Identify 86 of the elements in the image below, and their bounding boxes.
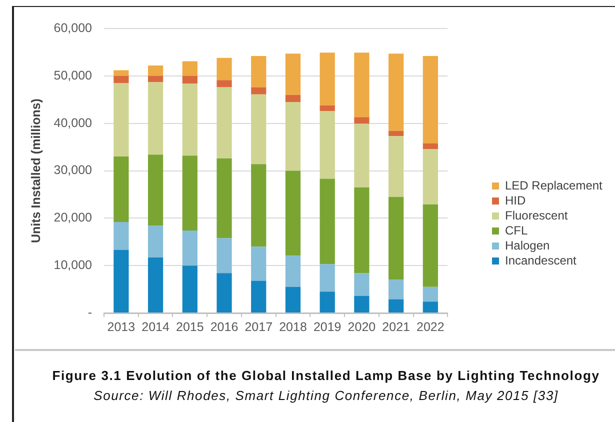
bar	[148, 258, 164, 312]
bar	[320, 111, 335, 179]
x-tick-label: 2016	[210, 320, 238, 334]
legend-label: HID	[505, 193, 526, 208]
x-tick-label: 2014	[142, 320, 170, 334]
x-tick-label: 2013	[107, 320, 136, 334]
x-tick-label: 2017	[244, 320, 273, 334]
bar	[148, 76, 164, 82]
bar	[422, 148, 438, 204]
bar	[422, 286, 438, 302]
x-tick-label: 2018	[279, 320, 307, 334]
bar	[320, 264, 335, 292]
y-tick-label: 50,000	[54, 68, 92, 82]
bar	[114, 250, 129, 312]
bar	[422, 143, 438, 149]
bar	[148, 65, 164, 76]
bar	[182, 266, 198, 312]
y-axis-title: Units Installed (millions)	[28, 98, 43, 243]
bar	[388, 196, 404, 280]
bar	[148, 82, 164, 155]
bar	[251, 94, 266, 164]
bar	[320, 52, 335, 106]
y-tick-label: 10,000	[54, 258, 92, 272]
legend-label: Fluorescent	[505, 208, 568, 222]
text: Figure 3.1 Evolution of the Global Installed Lamp Base by Lighting Technology	[51, 368, 601, 383]
legend-label: Incandescent	[505, 253, 578, 268]
bar	[285, 94, 301, 102]
bar	[182, 61, 198, 76]
bar	[251, 246, 266, 281]
bar	[251, 280, 266, 312]
bar	[354, 52, 370, 118]
bar	[285, 256, 301, 287]
bar	[216, 87, 232, 158]
bar	[148, 154, 164, 226]
bar	[354, 296, 370, 312]
bar	[114, 83, 129, 157]
bar	[182, 76, 198, 84]
bar	[320, 105, 335, 112]
bar	[182, 84, 198, 156]
bar	[216, 58, 232, 80]
legend-label: CFL	[505, 223, 528, 238]
bar	[285, 102, 301, 171]
y-tick-label: 40,000	[54, 116, 92, 130]
bar	[148, 226, 164, 258]
y-tick-label: 60,000	[54, 20, 92, 35]
bar	[388, 130, 404, 136]
bar	[251, 56, 266, 88]
x-tick-label: 2021	[382, 320, 410, 334]
bar	[422, 302, 438, 312]
source-note: Source: Will Rhodes, Smart Lighting Conference, Berlin, May 2015 [33]	[92, 388, 560, 403]
bar	[114, 222, 129, 250]
bar	[285, 54, 301, 95]
bar	[388, 280, 404, 300]
bar	[354, 117, 370, 124]
bar	[114, 76, 129, 84]
x-tick-label: 2019	[313, 320, 342, 334]
y-tick-label: -	[88, 305, 92, 320]
y-tick-label: 30,000	[54, 163, 92, 178]
bar	[114, 156, 129, 222]
bar	[354, 187, 370, 274]
bar	[216, 80, 232, 88]
legend-label: LED Replacement	[505, 178, 604, 192]
bar	[422, 56, 438, 144]
bar	[216, 238, 232, 274]
bar	[182, 156, 198, 230]
bar	[216, 273, 232, 312]
bar	[354, 124, 370, 188]
bar	[422, 204, 438, 287]
bar	[320, 178, 335, 264]
bar	[251, 87, 266, 94]
bar	[388, 54, 404, 131]
x-tick-label: 2022	[416, 320, 444, 334]
bar	[251, 164, 266, 247]
bar	[285, 286, 301, 312]
bar	[388, 299, 404, 312]
bar	[216, 158, 232, 238]
bar	[114, 70, 129, 76]
bar	[320, 292, 335, 312]
bar	[354, 273, 370, 296]
legend-label: Halogen	[505, 238, 550, 252]
bar	[388, 136, 404, 197]
y-tick-label: 20,000	[54, 210, 92, 225]
x-tick-label: 2015	[176, 320, 204, 334]
x-tick-label: 2020	[348, 320, 376, 334]
bar	[285, 170, 301, 256]
bar	[182, 230, 198, 266]
